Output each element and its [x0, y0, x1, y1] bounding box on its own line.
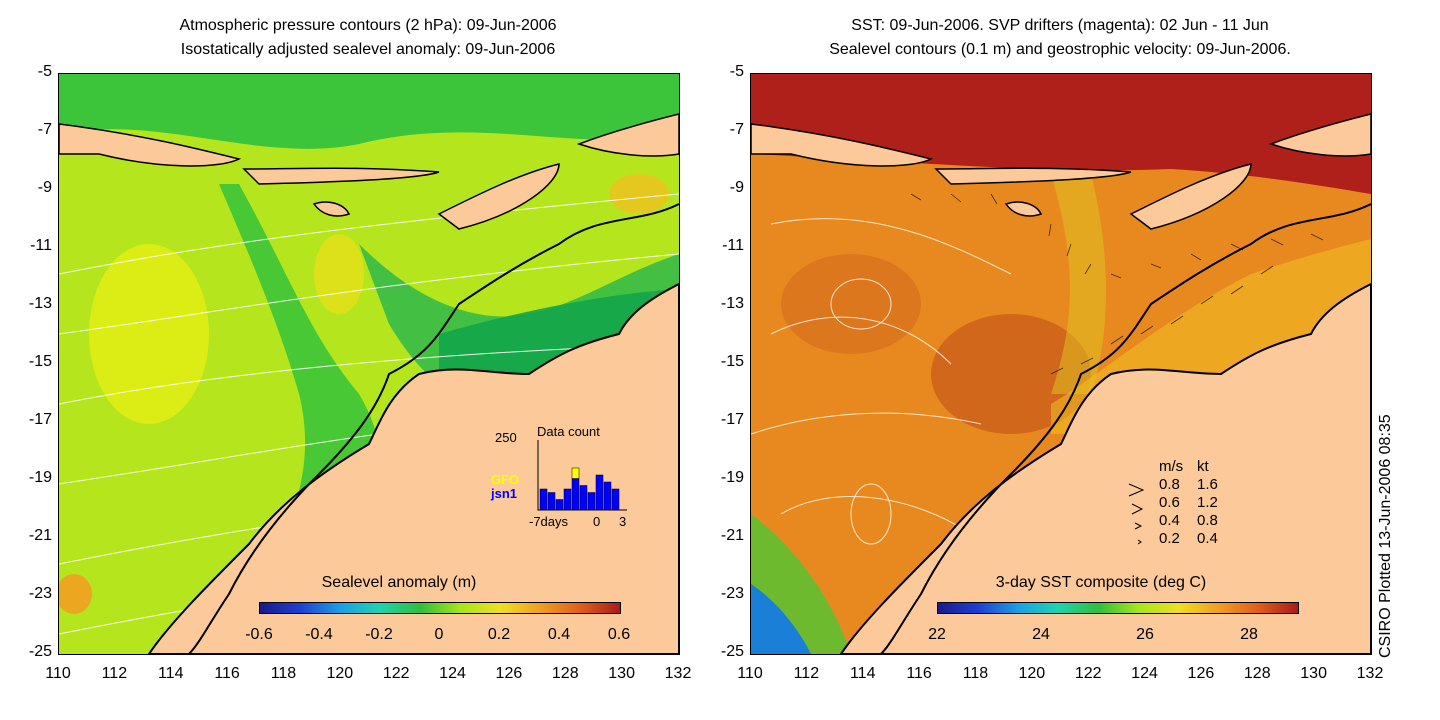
legend-ms-value: 0.4	[1159, 512, 1180, 529]
right-latitude-tick-label: -25	[720, 643, 744, 660]
left-latitude-tick-label: -23	[28, 585, 52, 602]
left-latitude-tick-label: -15	[28, 353, 52, 370]
left-longitude-tick-label: 128	[551, 665, 579, 682]
inset-bar-jsn1	[547, 492, 556, 511]
legend-header-ms: m/s	[1159, 458, 1184, 475]
left-cb-tick: 0.4	[547, 626, 571, 643]
right-cb-tick: 24	[1032, 626, 1050, 643]
left-longitude-tick-label: 130	[608, 665, 635, 682]
inset-xlabel-mid: 0	[593, 514, 601, 529]
left-cb-tick: 0.2	[487, 626, 511, 643]
left-latitude-tick-label: -11	[30, 237, 52, 254]
right-title-line2: Sealevel contours (0.1 m) and geostrophi…	[829, 41, 1291, 58]
legend-kt-value: 0.4	[1197, 530, 1218, 547]
credit-text: CSIRO Plotted 13-Jun-2006 08:35	[1377, 414, 1394, 658]
left-latitude-tick-label: -5	[37, 63, 52, 80]
right-latitude-tick-label: -21	[720, 527, 744, 544]
right-latitude-tick-label: -9	[729, 179, 744, 196]
left-longitude-tick-label: 112	[101, 665, 128, 682]
left-longitude-tick-label: 110	[45, 665, 71, 682]
inset-bar-jsn1	[579, 485, 588, 511]
right-longitude-tick-label: 126	[1187, 665, 1215, 682]
left-cb-tick: -0.2	[365, 626, 393, 643]
left-latitude-tick-label: -13	[28, 295, 52, 312]
sealevel-anomaly-map: Data count 250 GFO jsn1 -7days 0 3 Seale…	[58, 73, 680, 655]
inset-xlabel-right: 3	[619, 514, 627, 529]
left-longitude-tick-label: 116	[214, 665, 240, 682]
left-latitude-tick-label: -25	[28, 643, 52, 660]
inset-bar-jsn1	[611, 488, 620, 511]
left-title-line1: Atmospheric pressure contours (2 hPa): 0…	[179, 17, 557, 34]
left-longitude-tick-label: 118	[270, 665, 297, 682]
left-cb-tick: 0.6	[607, 626, 631, 643]
right-latitude-tick-label: -15	[720, 353, 744, 370]
inset-xlabel-left: -7days	[529, 514, 569, 529]
legend-ms-value: 0.6	[1159, 494, 1180, 511]
right-longitude-tick-label: 116	[906, 665, 932, 682]
inset-bar-jsn1	[571, 478, 580, 511]
right-cb-tick: 28	[1240, 626, 1258, 643]
legend-kt-value: 1.2	[1197, 494, 1218, 511]
right-latitude-tick-label: -23	[720, 585, 744, 602]
right-latitude-tick-label: -5	[729, 63, 744, 80]
left-cb-tick: -0.6	[245, 626, 273, 643]
left-longitude-tick-label: 124	[439, 665, 466, 682]
right-longitude-tick-label: 128	[1243, 665, 1271, 682]
left-title-line2: Isostatically adjusted sealevel anomaly:…	[180, 41, 556, 58]
legend-header-kt: kt	[1197, 458, 1209, 475]
sst-map: m/s kt 0.8 1.6 0.6 1.2 0.4 0.8 0.2 0.4 3…	[750, 73, 1372, 655]
right-longitude-tick-label: 132	[1356, 665, 1384, 682]
left-latitude-tick-label: -17	[28, 411, 52, 428]
right-cb-tick: 26	[1136, 626, 1154, 643]
right-title-line1: SST: 09-Jun-2006. SVP drifters (magenta)…	[851, 17, 1269, 34]
left-longitude-tick-label: 132	[664, 665, 692, 682]
right-cb-tick: 22	[928, 626, 946, 643]
inset-bar-gfo	[571, 467, 580, 479]
right-longitude-tick-label: 122	[1074, 665, 1102, 682]
sealevel-colorbar	[259, 602, 621, 614]
inset-sat1-label: GFO	[491, 472, 520, 487]
right-latitude-tick-label: -19	[720, 469, 744, 486]
left-longitude-tick-label: 120	[326, 665, 354, 682]
inset-bar-jsn1	[587, 492, 596, 511]
left-cb-tick: 0	[434, 626, 444, 643]
right-longitude-tick-label: 112	[793, 665, 820, 682]
legend-kt-value: 0.8	[1197, 512, 1218, 529]
left-longitude-tick-label: 122	[382, 665, 410, 682]
left-latitude-tick-label: -19	[28, 469, 52, 486]
right-latitude-tick-label: -13	[720, 295, 744, 312]
sst-colorbar	[937, 602, 1299, 614]
left-latitude-tick-label: -9	[37, 179, 52, 196]
inset-bar-jsn1	[563, 488, 572, 511]
right-longitude-tick-label: 110	[737, 665, 763, 682]
inset-bar-jsn1	[595, 474, 604, 511]
inset-bar-jsn1	[603, 481, 612, 511]
inset-ymax: 250	[495, 430, 517, 445]
right-longitude-tick-label: 114	[849, 665, 876, 682]
inset-sat2-label: jsn1	[491, 486, 518, 501]
inset-bar-jsn1	[555, 499, 564, 511]
left-cb-tick: -0.4	[305, 626, 333, 643]
right-longitude-tick-label: 118	[962, 665, 989, 682]
legend-ms-value: 0.8	[1159, 476, 1180, 493]
inset-bar-jsn1	[539, 488, 548, 511]
legend-ms-value: 0.2	[1159, 530, 1180, 547]
right-longitude-tick-label: 124	[1131, 665, 1158, 682]
sealevel-map-graphic	[59, 74, 679, 654]
inset-histogram	[537, 440, 627, 511]
right-colorbar-title: 3-day SST composite (deg C)	[995, 574, 1207, 591]
left-longitude-tick-label: 126	[495, 665, 523, 682]
sst-map-graphic	[751, 74, 1371, 654]
right-latitude-tick-label: -17	[720, 411, 744, 428]
left-latitude-tick-label: -21	[28, 527, 52, 544]
right-latitude-tick-label: -11	[722, 237, 744, 254]
left-colorbar-title: Sealevel anomaly (m)	[321, 574, 477, 591]
legend-kt-value: 1.6	[1197, 476, 1218, 493]
left-latitude-tick-label: -7	[37, 121, 52, 138]
inset-title: Data count	[537, 424, 600, 439]
left-longitude-tick-label: 114	[157, 665, 184, 682]
right-longitude-tick-label: 130	[1300, 665, 1327, 682]
right-longitude-tick-label: 120	[1018, 665, 1046, 682]
right-latitude-tick-label: -7	[729, 121, 744, 138]
